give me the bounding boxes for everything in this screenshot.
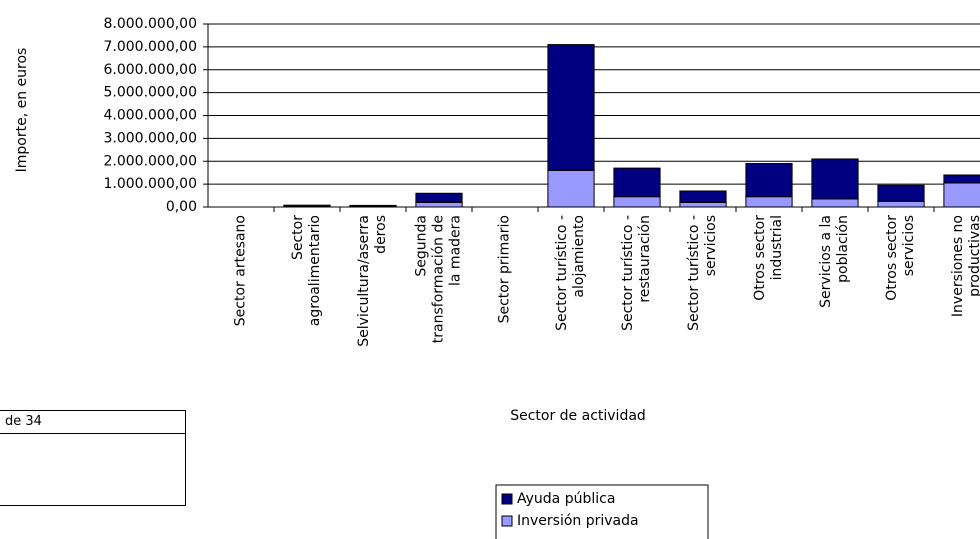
bar-segment [745,163,793,198]
y-tick-label: 1.000.000,00 [103,176,197,192]
bar-segment [745,196,793,208]
x-tick-label: Sector agroalimentario [290,215,323,327]
x-tick-label: Otros sector industrial [752,215,785,301]
x-tick-label: Sector turístico - servicios [686,215,719,331]
x-tick-label: Otros sector servicios [884,215,917,301]
bar-segment [547,169,595,208]
bar-segment [679,201,727,208]
y-axis-label: Importe, en euros [14,48,30,173]
y-tick-label: 8.000.000,00 [103,16,197,32]
bar-segment [415,201,463,208]
bar-segment [943,174,980,184]
y-tick-label: 2.000.000,00 [103,153,197,169]
y-tick-label: 6.000.000,00 [103,62,197,78]
x-tick-label: Sector turístico - alojamiento [554,215,587,331]
footer-text: de 34 [0,411,185,434]
legend-box [495,484,709,539]
x-tick-label: Servicios a la población [818,215,851,308]
bar-segment [943,182,980,208]
bar-segment [811,158,859,200]
y-tick-label: 4.000.000,00 [103,108,197,124]
bar-segment [283,204,331,208]
footer-box: de 34 [0,410,186,506]
bar-segment [877,200,925,208]
bar-segment [679,190,727,203]
legend-swatch [501,493,513,505]
x-tick-label: Sector primario [496,215,513,324]
y-tick-label: 0,00 [166,199,197,215]
bar-segment [547,44,595,171]
y-tick-label: 5.000.000,00 [103,85,197,101]
bar-segment [349,204,397,208]
legend-label: Inversión privada [517,513,639,529]
y-tick-label: 3.000.000,00 [103,130,197,146]
x-tick-label: Sector artesano [232,215,249,327]
x-tick-label: Selvicultura/aserra deros [356,215,389,347]
x-tick-label: Sector turístico - restauración [620,215,653,331]
bar-segment [811,198,859,208]
bar-segment [613,196,661,208]
x-axis-label: Sector de actividad [510,408,646,424]
legend-swatch [501,515,513,527]
bar-segment [613,167,661,198]
bar-segment [877,184,925,202]
x-tick-label: Inversiones no productivas [950,215,980,318]
bar-segment [415,192,463,203]
y-tick-label: 7.000.000,00 [103,39,197,55]
x-tick-label: Segunda transformación de la madera [413,215,464,344]
legend-label: Ayuda pública [517,491,615,507]
